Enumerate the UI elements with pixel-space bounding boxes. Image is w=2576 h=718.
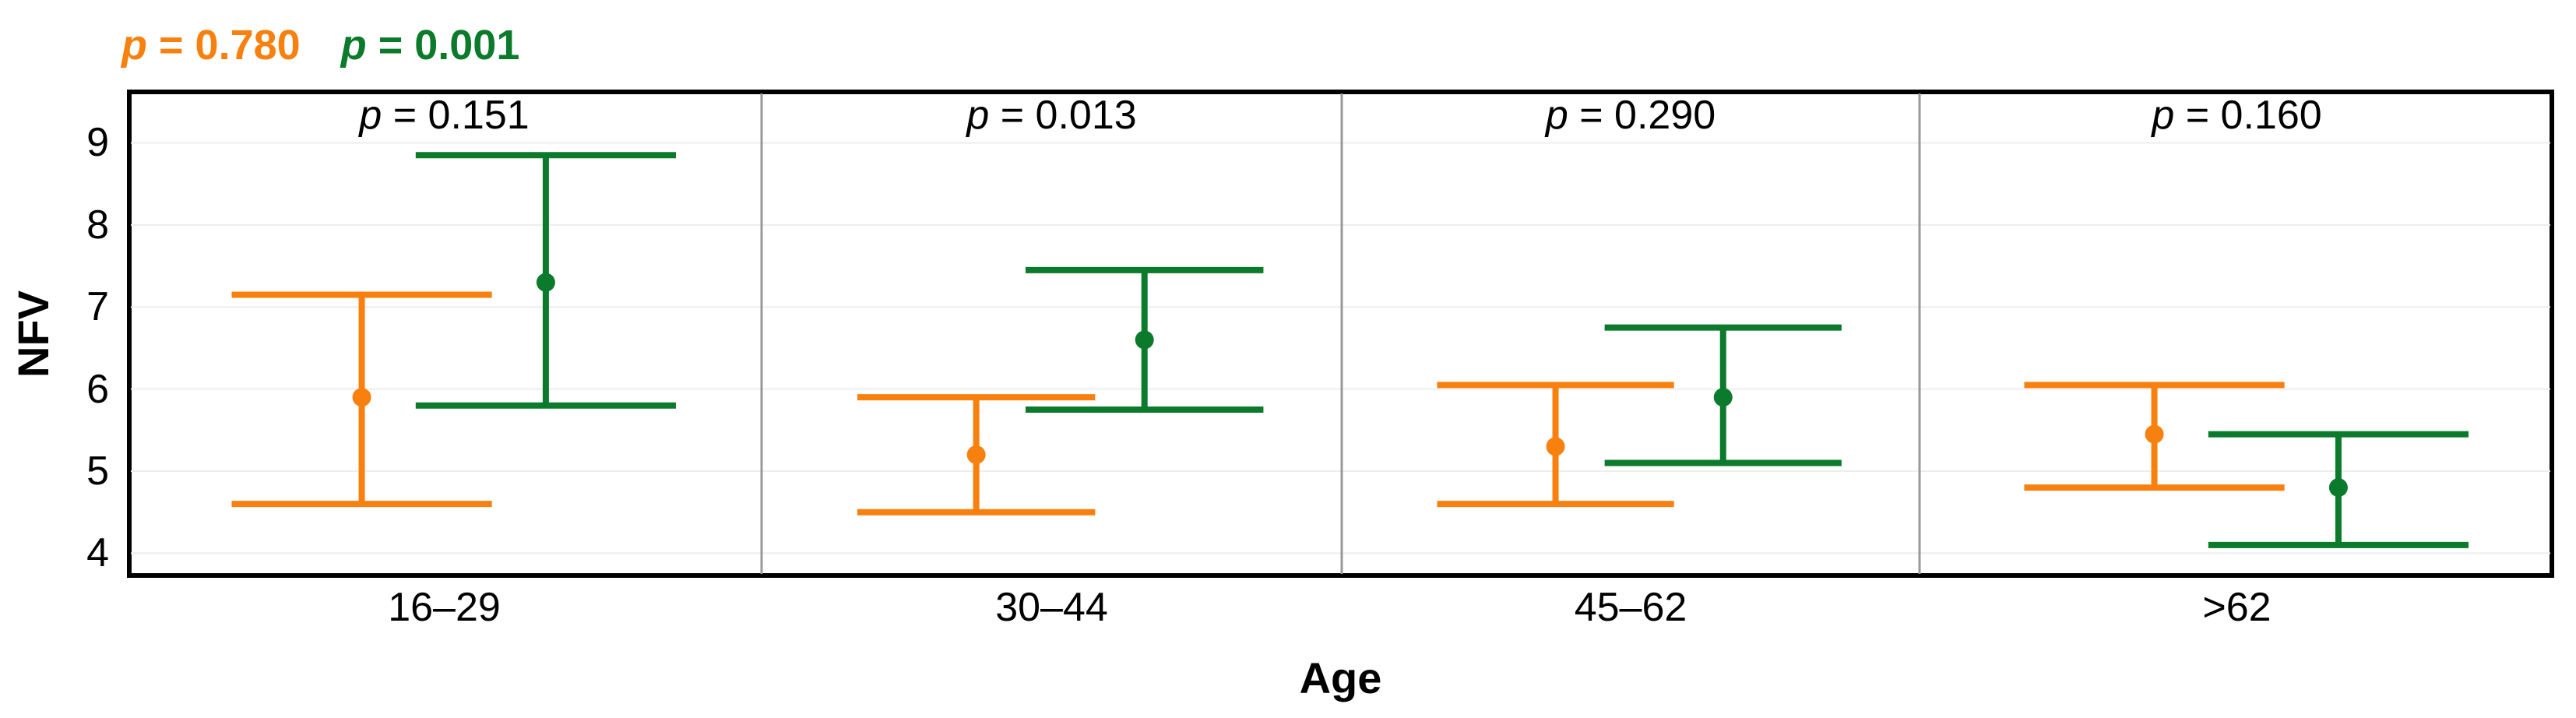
overall-p-values: p = 0.780 p = 0.001 bbox=[121, 20, 519, 70]
category-label: 30–44 bbox=[995, 585, 1108, 630]
y-tick-label: 6 bbox=[86, 366, 109, 412]
panel-p-label: p = 0.290 bbox=[1545, 93, 1716, 138]
panel-p-label: p = 0.013 bbox=[966, 93, 1137, 138]
mean-point bbox=[2145, 424, 2164, 444]
category-label: 45–62 bbox=[1574, 585, 1687, 630]
mean-point bbox=[2328, 478, 2348, 498]
panel-p-label: p = 0.160 bbox=[2152, 93, 2322, 138]
mean-point bbox=[1713, 388, 1733, 407]
y-tick-label: 5 bbox=[86, 449, 109, 494]
mean-point bbox=[1546, 437, 1565, 456]
y-tick-label: 9 bbox=[86, 120, 109, 166]
y-tick-label: 4 bbox=[86, 530, 109, 576]
category-label: >62 bbox=[2202, 585, 2272, 630]
y-tick-label: 8 bbox=[86, 202, 109, 248]
mean-point bbox=[352, 388, 371, 407]
mean-point bbox=[536, 273, 555, 292]
x-axis-title: Age bbox=[1299, 653, 1382, 702]
mean-point bbox=[1135, 330, 1154, 350]
series-p-value-green: p = 0.001 bbox=[340, 22, 520, 69]
y-tick-label: 7 bbox=[86, 284, 109, 330]
series-p-value-orange: p = 0.780 bbox=[121, 22, 301, 69]
panel-p-label: p = 0.151 bbox=[359, 93, 530, 138]
mean-point bbox=[966, 445, 986, 464]
category-label: 16–29 bbox=[388, 585, 501, 630]
